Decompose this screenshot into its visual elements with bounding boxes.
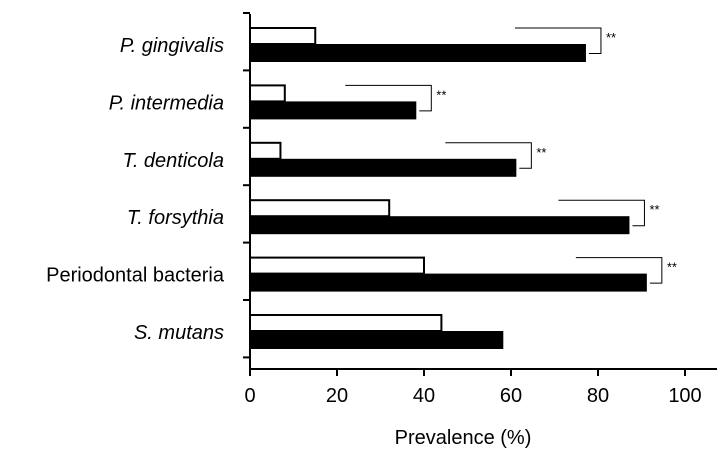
x-tick-label: 100 [668,385,701,407]
x-tick-label: 40 [413,385,435,407]
x-tick-label: 20 [326,385,348,407]
category-label: S. mutans [134,322,224,344]
x-tick-label: 60 [500,385,522,407]
filled-bar [249,216,630,235]
open-bar [249,141,282,160]
filled-bar [249,44,586,62]
category-label: T. forsythia [127,207,224,229]
significance-label: ** [436,87,446,102]
filled-bar [249,158,517,177]
open-bar [249,27,317,45]
significance-bracket [514,27,602,54]
x-tick-label: 80 [587,385,609,407]
category-label: P. intermedia [109,92,224,114]
significance-label: ** [536,145,546,160]
x-axis-label: Prevalence (%) [395,427,532,449]
open-bar [249,199,391,218]
significance-bracket [445,142,532,169]
significance-label: ** [649,202,659,217]
category-label: T. denticola [122,150,224,172]
category-label: P. gingivalis [120,35,224,57]
x-tick-label: 0 [244,385,255,407]
plot-area: 0 20 40 60 80 100 P. gingivalis P. intermedia T.… [46,12,717,407]
category-label: Periodontal bacteria [46,265,225,287]
open-bar [249,314,443,332]
filled-bar [249,273,647,292]
significance-label: ** [667,260,677,275]
significance-label: ** [606,30,616,45]
significance-bracket [575,257,663,284]
significance-bracket [558,199,645,227]
open-bar [249,256,425,275]
open-bar [249,84,286,103]
significance-bracket [345,84,432,112]
filled-bar [249,331,504,349]
filled-bar [249,101,417,120]
